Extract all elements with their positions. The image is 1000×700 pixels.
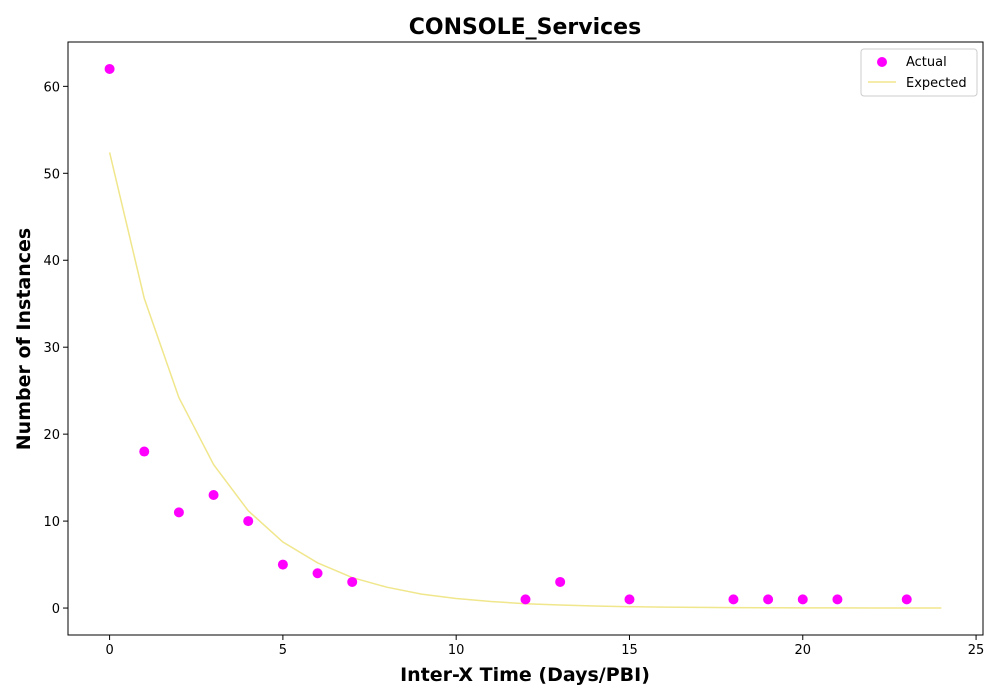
y-tick-label: 20	[43, 428, 60, 443]
actual-point	[104, 63, 115, 74]
actual-point	[208, 490, 219, 501]
legend-label-actual: Actual	[906, 55, 947, 70]
x-tick-label: 0	[105, 643, 113, 658]
x-tick-label: 10	[448, 643, 465, 658]
actual-point	[797, 594, 808, 605]
y-axis-label: Number of Instances	[13, 228, 35, 450]
x-tick-label: 15	[621, 643, 638, 658]
legend-box	[860, 48, 978, 97]
plot-area	[104, 63, 942, 609]
actual-point	[277, 559, 288, 570]
actual-point	[555, 576, 566, 587]
y-tick-label: 0	[52, 602, 60, 617]
y-tick-label: 60	[43, 80, 60, 95]
actual-point	[728, 594, 739, 605]
actual-point	[312, 568, 323, 579]
y-tick-label: 10	[43, 515, 60, 530]
actual-point	[520, 594, 531, 605]
x-axis: 0 5 10 15 20 25	[105, 635, 984, 658]
actual-point	[173, 507, 184, 518]
actual-point	[347, 576, 358, 587]
y-axis: 0 10 20 30 40 50 60	[43, 80, 68, 617]
actual-point	[832, 594, 843, 605]
x-tick-label: 25	[968, 643, 985, 658]
x-axis-label: Inter-X Time (Days/PBI)	[400, 664, 650, 686]
chart-title: CONSOLE_Services	[409, 15, 641, 40]
y-tick-label: 30	[43, 341, 60, 356]
actual-point	[901, 594, 912, 605]
x-tick-label: 20	[794, 643, 811, 658]
actual-point	[243, 516, 254, 527]
plot-frame	[67, 41, 984, 636]
legend-label-expected: Expected	[906, 76, 967, 91]
actual-point	[763, 594, 774, 605]
x-tick-label: 5	[279, 643, 287, 658]
actual-point	[139, 446, 150, 457]
actual-point	[624, 594, 635, 605]
y-tick-label: 50	[43, 167, 60, 182]
y-tick-label: 40	[43, 254, 60, 269]
legend-marker-actual	[877, 57, 887, 67]
legend: Actual Expected	[860, 48, 978, 97]
